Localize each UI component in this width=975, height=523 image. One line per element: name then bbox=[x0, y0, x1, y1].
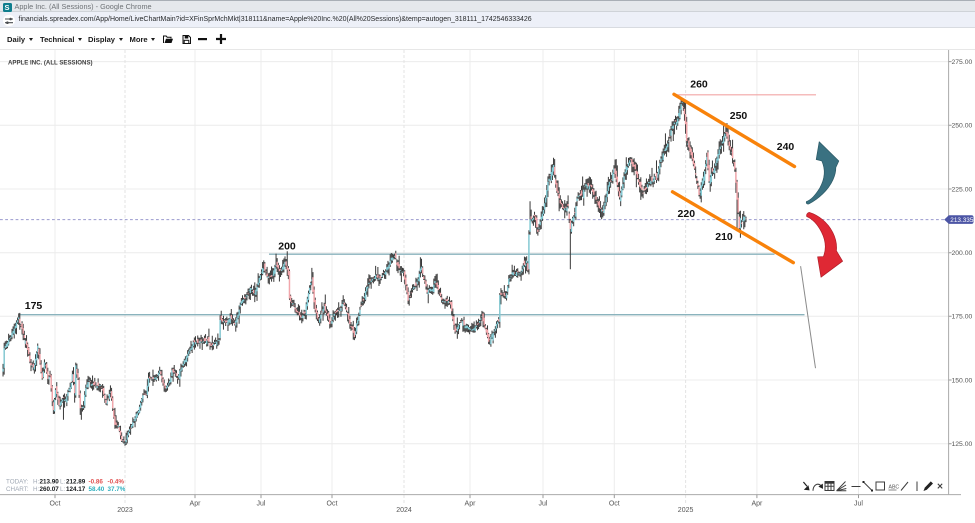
svg-text:260: 260 bbox=[690, 79, 708, 91]
svg-text:Jul: Jul bbox=[854, 501, 863, 508]
svg-text:2023: 2023 bbox=[117, 507, 133, 514]
svg-text:APPLE INC. (ALL SESSIONS): APPLE INC. (ALL SESSIONS) bbox=[8, 60, 93, 67]
svg-text:CHART:: CHART: bbox=[6, 486, 29, 493]
svg-text:-0.4%: -0.4% bbox=[108, 479, 125, 486]
svg-text:-0.86: -0.86 bbox=[89, 479, 104, 486]
svg-text:ABC: ABC bbox=[889, 485, 900, 491]
svg-text:220: 220 bbox=[678, 208, 696, 220]
svg-text:175.00: 175.00 bbox=[952, 314, 973, 321]
svg-text:H:: H: bbox=[33, 486, 40, 493]
svg-text:Jul: Jul bbox=[257, 501, 266, 508]
svg-text:250: 250 bbox=[730, 110, 748, 122]
svg-text:TODAY:: TODAY: bbox=[6, 479, 29, 486]
svg-text:58.40: 58.40 bbox=[89, 486, 105, 493]
svg-text:200: 200 bbox=[278, 241, 296, 253]
svg-text:225.00: 225.00 bbox=[952, 186, 973, 193]
svg-text:L:: L: bbox=[60, 479, 66, 486]
svg-text:37.7%: 37.7% bbox=[108, 486, 126, 493]
svg-text:L:: L: bbox=[60, 486, 66, 493]
svg-text:Jul: Jul bbox=[539, 501, 548, 508]
svg-text:Oct: Oct bbox=[609, 501, 620, 508]
svg-text:124.17: 124.17 bbox=[66, 486, 86, 493]
svg-text:2024: 2024 bbox=[396, 507, 412, 514]
svg-text:260.07: 260.07 bbox=[40, 486, 60, 493]
svg-text:Apr: Apr bbox=[465, 501, 477, 508]
svg-text:2025: 2025 bbox=[678, 507, 694, 514]
svg-text:200.00: 200.00 bbox=[952, 250, 973, 257]
svg-text:213.335: 213.335 bbox=[950, 217, 974, 224]
svg-text:213.90: 213.90 bbox=[40, 479, 60, 486]
svg-text:H:: H: bbox=[33, 479, 40, 486]
svg-text:212.89: 212.89 bbox=[66, 479, 86, 486]
svg-text:240: 240 bbox=[777, 141, 795, 153]
svg-text:250.00: 250.00 bbox=[952, 123, 973, 130]
svg-text:Apr: Apr bbox=[190, 501, 202, 508]
svg-text:Apr: Apr bbox=[751, 501, 763, 508]
svg-text:Oct: Oct bbox=[50, 501, 61, 508]
svg-text:210: 210 bbox=[715, 231, 733, 243]
svg-text:Oct: Oct bbox=[327, 501, 338, 508]
svg-text:275.00: 275.00 bbox=[952, 59, 973, 66]
svg-text:150.00: 150.00 bbox=[952, 377, 973, 384]
svg-text:175: 175 bbox=[25, 300, 43, 312]
svg-text:125.00: 125.00 bbox=[952, 441, 973, 448]
